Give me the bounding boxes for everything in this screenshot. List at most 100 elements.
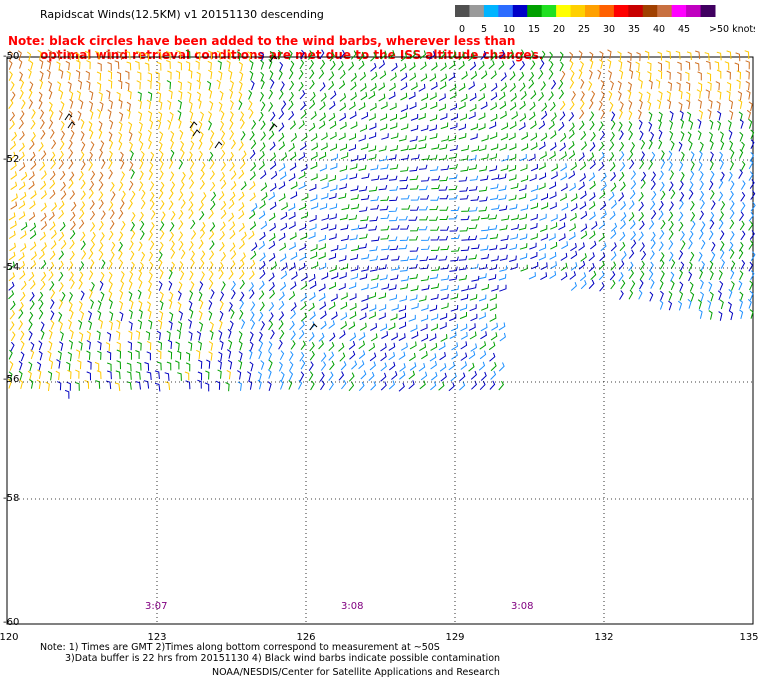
wind-barb xyxy=(488,341,496,351)
wind-barb xyxy=(668,230,674,240)
wind-barb xyxy=(20,171,28,181)
wind-barb xyxy=(180,149,185,160)
wind-barb xyxy=(49,179,56,189)
wind-barb xyxy=(409,341,417,350)
wind-barb xyxy=(350,92,357,101)
wind-barb xyxy=(509,71,516,81)
wind-barb xyxy=(279,253,287,262)
wind-barb xyxy=(281,202,288,211)
wind-barb xyxy=(439,322,447,330)
wind-barb xyxy=(398,333,406,341)
wind-barb xyxy=(257,379,262,390)
wind-barb xyxy=(77,359,82,370)
wind-barb xyxy=(248,380,253,390)
wind-barb xyxy=(469,294,478,301)
wind-barb xyxy=(227,359,233,370)
wind-barb xyxy=(89,129,94,140)
wind-barb xyxy=(70,201,77,212)
wind-barb xyxy=(685,71,690,81)
wind-barb xyxy=(448,185,458,191)
wind-barb xyxy=(200,161,206,172)
wind-barb xyxy=(669,130,674,141)
wind-barb xyxy=(19,71,23,82)
wind-barb xyxy=(358,102,366,111)
wind-barb xyxy=(489,303,497,311)
wind-barb xyxy=(300,232,308,240)
wind-barb xyxy=(38,99,43,110)
wind-barb xyxy=(59,69,64,79)
wind-barb xyxy=(391,255,400,261)
wind-barb xyxy=(438,381,445,391)
wind-barb xyxy=(108,99,113,110)
wind-barb xyxy=(570,162,577,171)
wind-barb xyxy=(519,213,528,220)
wind-barb xyxy=(248,349,253,360)
wind-barb xyxy=(638,289,643,300)
wind-barb xyxy=(158,281,163,291)
wind-barb xyxy=(369,361,376,371)
wind-barb xyxy=(430,293,439,301)
wind-barb xyxy=(10,91,16,102)
wind-barb xyxy=(690,291,695,302)
wind-barb xyxy=(657,51,662,61)
wind-barb xyxy=(319,371,325,382)
wind-barb xyxy=(157,341,163,351)
wind-barb xyxy=(489,314,497,322)
wind-barb xyxy=(180,249,186,260)
wind-barb xyxy=(228,151,234,162)
wind-barb xyxy=(158,259,163,269)
wind-barb xyxy=(628,200,635,210)
wind-barb xyxy=(419,206,428,211)
wind-barb xyxy=(28,212,36,221)
wind-barb xyxy=(530,90,537,100)
wind-barb xyxy=(448,72,456,81)
wind-barb xyxy=(667,99,672,109)
wind-barb xyxy=(107,62,112,71)
wind-barb xyxy=(208,341,214,351)
wind-barb xyxy=(79,261,85,271)
wind-barb xyxy=(168,159,174,169)
wind-barb xyxy=(579,109,585,120)
wind-barb xyxy=(219,172,225,182)
wind-barb xyxy=(19,379,24,390)
wind-barb xyxy=(40,221,47,231)
wind-barb xyxy=(59,140,65,151)
wind-barb xyxy=(679,231,685,241)
wind-barb xyxy=(368,371,375,381)
wind-barb xyxy=(48,211,55,221)
wind-barb xyxy=(558,121,565,131)
wind-barb xyxy=(499,224,508,231)
wind-barb xyxy=(309,91,316,102)
wind-barb xyxy=(628,150,634,161)
wind-barb xyxy=(639,260,645,271)
wind-barb xyxy=(490,332,498,341)
wind-barb xyxy=(280,211,288,220)
wind-barb xyxy=(18,142,25,152)
wind-barb xyxy=(199,259,205,270)
wind-barb xyxy=(320,132,328,141)
wind-barb xyxy=(239,309,244,320)
wind-barb xyxy=(470,313,478,322)
wind-barb xyxy=(450,50,457,60)
wind-barb xyxy=(589,230,596,240)
wind-barb xyxy=(639,270,645,281)
wind-barb xyxy=(560,252,568,261)
wind-barb xyxy=(589,160,596,170)
wind-barb xyxy=(340,235,349,242)
wind-barb xyxy=(308,50,313,60)
wind-barb xyxy=(528,71,535,82)
wind-barb xyxy=(208,279,214,290)
wind-barb xyxy=(238,359,243,370)
wind-barb xyxy=(509,255,517,262)
wind-barb xyxy=(599,190,606,199)
wind-barb xyxy=(348,321,356,330)
wind-barb xyxy=(166,80,172,90)
legend-label: >50 knots xyxy=(709,24,755,35)
wind-barb xyxy=(421,93,429,101)
wind-barb xyxy=(220,139,226,150)
wind-barb xyxy=(108,131,113,142)
wind-barb xyxy=(40,129,46,140)
wind-barb xyxy=(389,82,396,92)
wind-barb xyxy=(40,150,47,160)
wind-barb xyxy=(178,231,184,241)
